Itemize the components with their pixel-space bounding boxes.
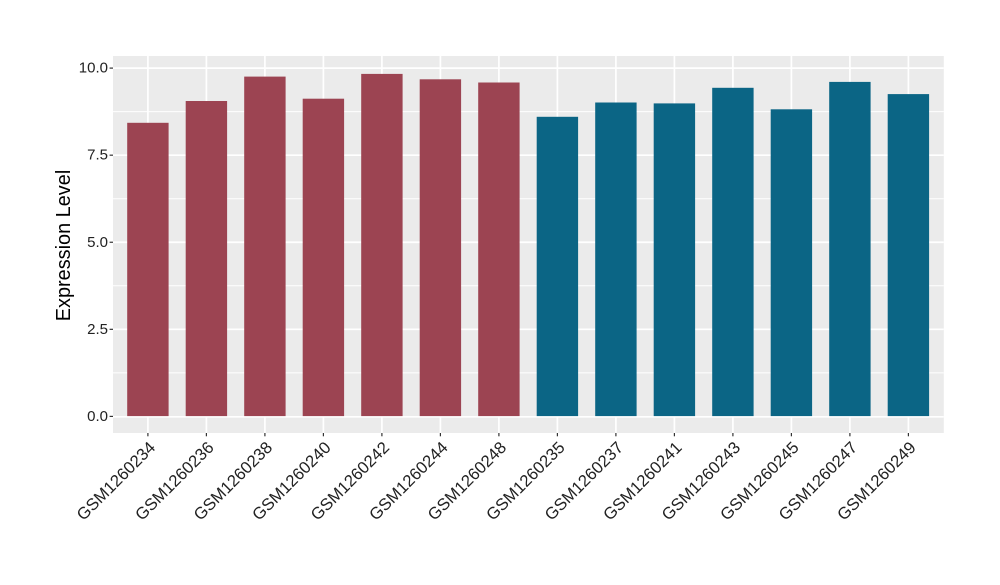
svg-text:5.0: 5.0 [87, 234, 108, 251]
svg-text:2.5: 2.5 [87, 321, 108, 338]
svg-text:7.5: 7.5 [87, 147, 108, 164]
svg-text:Expression Level: Expression Level [53, 170, 75, 321]
svg-text:0.0: 0.0 [87, 408, 108, 425]
svg-text:10.0: 10.0 [79, 60, 108, 77]
